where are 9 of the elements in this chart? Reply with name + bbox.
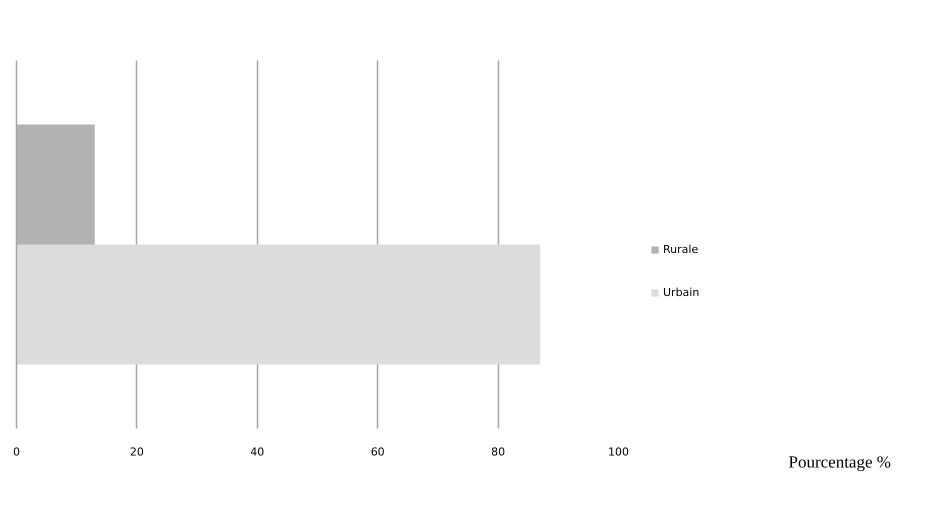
x-tick-label: 100 bbox=[608, 446, 629, 458]
legend-label: Urbain bbox=[663, 286, 700, 300]
x-tick-label: 0 bbox=[13, 446, 20, 458]
legend-label: Rurale bbox=[663, 243, 698, 256]
x-tick-label: 20 bbox=[130, 446, 144, 458]
x-tick-label: 60 bbox=[370, 446, 385, 458]
x-tick-label: 80 bbox=[491, 446, 506, 458]
x-tick-label: 40 bbox=[250, 446, 264, 458]
text: Pourcentage % bbox=[788, 452, 891, 472]
